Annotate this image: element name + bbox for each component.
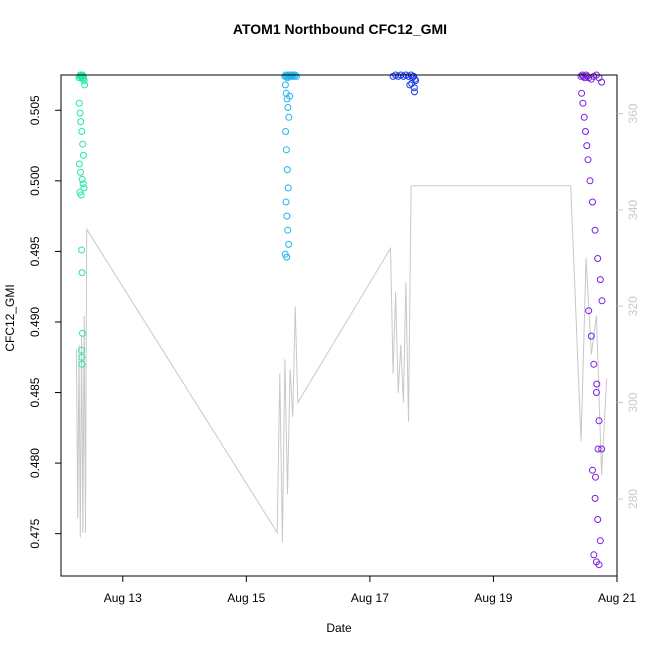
data-point [598, 78, 606, 86]
data-point [591, 226, 599, 234]
data-point [78, 246, 86, 254]
data-point [75, 160, 83, 168]
data-point [596, 276, 604, 284]
data-point [79, 180, 87, 188]
data-point [596, 537, 604, 545]
data-point [286, 92, 294, 100]
data-point [589, 466, 596, 474]
y2-axis: 280 300 320 340 360 [617, 103, 640, 509]
data-point [77, 118, 85, 126]
data-point [598, 445, 606, 453]
data-point [595, 417, 603, 425]
data-point [594, 255, 602, 262]
y-tick-label: 0.495 [28, 236, 42, 266]
data-point [579, 99, 587, 107]
data-point [406, 81, 414, 89]
plot-frame [60, 74, 618, 577]
data-point [78, 128, 86, 135]
data-point [591, 494, 599, 502]
data-point [282, 198, 290, 206]
data-point [590, 360, 598, 368]
data-point [285, 113, 293, 121]
data-point [586, 177, 594, 185]
secondary-line-layer [75, 185, 608, 543]
data-point [284, 104, 292, 111]
data-point [590, 551, 598, 559]
y2-tick-label: 300 [626, 392, 640, 412]
y-tick-label: 0.485 [28, 377, 42, 407]
x-axis: Aug 13 Aug 15 Aug 17 Aug 19 Aug 21 [104, 576, 636, 605]
data-point [282, 128, 290, 135]
y-tick-label: 0.505 [28, 95, 42, 125]
y2-tick-label: 340 [626, 200, 640, 220]
data-point [285, 240, 293, 248]
data-point [594, 445, 602, 453]
y-axis-label: CFC12_GMI [3, 284, 17, 351]
y2-tick-label: 320 [626, 296, 640, 316]
data-point [81, 81, 89, 89]
data-point [80, 77, 88, 85]
data-point [79, 329, 86, 337]
data-point [78, 269, 86, 277]
data-point [78, 346, 86, 354]
data-point [593, 380, 601, 388]
data-point [78, 360, 86, 368]
x-axis-label: Date [326, 621, 352, 635]
data-point [77, 168, 84, 176]
data-point [283, 166, 291, 174]
data-point [578, 89, 586, 97]
data-point [595, 561, 603, 569]
y-tick-label: 0.500 [28, 166, 42, 196]
x-tick-label: Aug 21 [598, 591, 636, 605]
y2-tick-label: 280 [626, 489, 640, 509]
data-point [585, 307, 593, 315]
y-tick-label: 0.480 [28, 448, 42, 478]
data-point [582, 128, 589, 135]
data-point [592, 389, 600, 396]
data-point [410, 84, 418, 92]
data-point [411, 88, 418, 96]
data-point [587, 332, 595, 340]
data-point [598, 297, 606, 305]
data-point [282, 146, 290, 154]
data-point [78, 353, 86, 361]
data-point [78, 175, 86, 183]
data-point [293, 72, 300, 80]
data-point [594, 516, 602, 523]
y2-tick-label: 360 [626, 103, 640, 123]
x-tick-label: Aug 17 [351, 591, 389, 605]
data-point [76, 109, 84, 117]
data-point [592, 473, 599, 481]
data-point [283, 212, 291, 220]
data-point [589, 198, 596, 206]
data-point [80, 151, 87, 159]
data-point [77, 191, 85, 199]
data-point [283, 253, 291, 261]
data-point [287, 72, 295, 80]
data-point [284, 184, 292, 192]
y-axis: 0.475 0.480 0.485 0.490 0.495 0.500 0.505 [28, 95, 61, 549]
data-point [583, 142, 591, 150]
x-tick-label: Aug 13 [104, 591, 142, 605]
data-point [80, 184, 88, 192]
data-point [75, 99, 83, 107]
secondary-line [75, 185, 608, 543]
data-point [281, 81, 289, 89]
data-point [580, 113, 588, 121]
data-point [284, 226, 292, 234]
scatter-points-layer [75, 71, 606, 569]
data-point [584, 156, 592, 164]
y-tick-label: 0.490 [28, 307, 42, 337]
x-tick-label: Aug 19 [474, 591, 512, 605]
chart-title: ATOM1 Northbound CFC12_GMI [233, 21, 447, 37]
data-point [290, 72, 298, 80]
data-point [79, 140, 87, 148]
y-tick-label: 0.475 [28, 518, 42, 548]
x-tick-label: Aug 15 [227, 591, 265, 605]
